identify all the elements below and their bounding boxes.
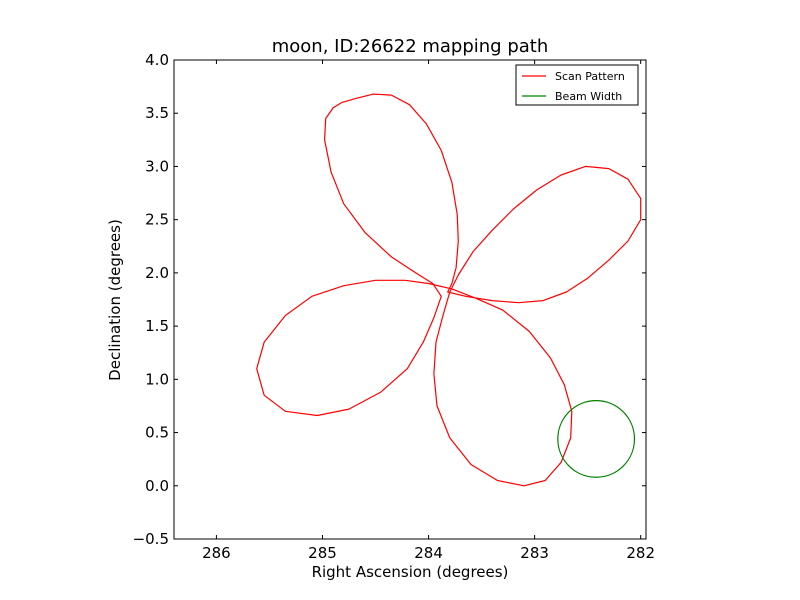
y-tick-label: 3.0 [145,157,169,175]
scan-pattern-line [256,93,642,487]
y-tick-label: 1.5 [145,317,169,335]
x-tick-label: 282 [626,544,655,562]
legend-label-scan-pattern: Scan Pattern [555,70,625,83]
x-tick-label: 283 [520,544,549,562]
x-tick-label: 284 [414,544,443,562]
plot-background [174,60,646,539]
plot-area [173,59,647,540]
x-axis-title: Right Ascension (degrees) [312,563,509,581]
plot-frame [173,59,647,540]
y-tick-label: 0.0 [145,477,169,495]
legend-box [515,64,639,106]
legend: Scan Pattern Beam Width [515,64,639,106]
y-tick-label: 4.0 [145,51,169,69]
y-axis-title: Declination (degrees) [106,219,124,381]
legend-label-beam-width: Beam Width [555,90,622,103]
axis-ticks: 286 285 284 283 282 −0.5 0.0 0.5 1.0 1.5 2.0 2.5 3.0… [133,51,655,562]
x-tick-label: 286 [202,544,231,562]
y-tick-label: 3.5 [145,104,169,122]
y-tick-label: −0.5 [133,530,169,548]
y-tick-label: 2.0 [145,264,169,282]
y-tick-label: 0.5 [145,424,169,442]
chart-title: moon, ID:26622 mapping path [272,36,549,57]
x-tick-label: 285 [308,544,337,562]
y-tick-label: 1.0 [145,370,169,388]
y-tick-label: 2.5 [145,211,169,229]
beam-width-circle [557,400,636,478]
